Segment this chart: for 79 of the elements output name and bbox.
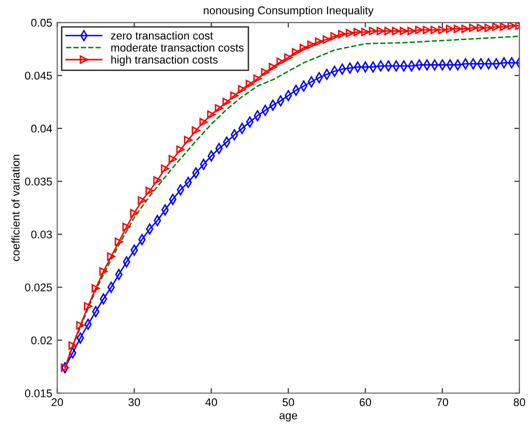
point: [122, 222, 131, 232]
point: [346, 28, 354, 38]
point: [160, 164, 170, 173]
point: [469, 24, 478, 32]
legend-label: moderate transaction costs: [111, 43, 244, 52]
point: [384, 26, 393, 36]
point: [292, 48, 300, 56]
point: [492, 22, 500, 31]
point: [330, 32, 339, 40]
y-tick-label: 0.045: [25, 72, 52, 80]
point: [461, 24, 470, 34]
point: [476, 24, 486, 32]
x-tick-label: 60: [360, 398, 372, 406]
point: [407, 26, 416, 36]
point: [130, 208, 138, 218]
point: [114, 238, 124, 246]
point: [430, 26, 439, 34]
y-tick-label: 0.05: [31, 18, 52, 27]
y-tick-label: 0.025: [25, 284, 52, 292]
point: [230, 91, 239, 100]
point: [168, 154, 177, 164]
point: [99, 267, 108, 276]
point: [276, 58, 285, 66]
point: [92, 284, 100, 292]
point: [68, 341, 77, 350]
point: [353, 28, 362, 36]
point: [446, 24, 454, 34]
chart-title: nonousing Consumption Inequality: [204, 6, 374, 16]
point: [76, 321, 85, 330]
point: [214, 104, 224, 112]
point: [415, 26, 424, 34]
point: [192, 126, 200, 135]
point: [246, 80, 254, 88]
y-tick-label: 0.035: [25, 178, 52, 186]
point: [199, 118, 208, 126]
point: [508, 22, 516, 30]
point: [314, 37, 324, 46]
point: [261, 68, 270, 76]
point: [400, 26, 408, 36]
point: [176, 145, 185, 154]
x-tick-label: 40: [205, 398, 218, 406]
y-tick-label: 0.015: [25, 389, 52, 398]
legend-label: zero transaction cost: [111, 31, 214, 40]
point: [322, 35, 331, 44]
y-tick-label: 0.04: [31, 124, 52, 133]
point: [500, 22, 508, 31]
point: [338, 30, 346, 38]
point: [106, 252, 116, 261]
point: [146, 186, 154, 196]
x-axis-title: age: [280, 413, 298, 422]
point: [368, 26, 378, 36]
point: [307, 40, 316, 49]
point: [422, 26, 432, 34]
x-tick-label: 80: [514, 398, 526, 406]
y-axis-title: coefficient of variation: [11, 154, 20, 261]
point: [284, 53, 292, 62]
point: [454, 24, 462, 34]
point: [361, 28, 370, 36]
y-tick-label: 0.03: [31, 230, 52, 238]
x-tick-label: 50: [282, 398, 294, 406]
point: [484, 24, 493, 32]
point: [153, 176, 162, 184]
x-tick-label: 70: [436, 398, 448, 406]
x-tick-label: 30: [128, 398, 140, 406]
point: [392, 26, 400, 36]
point: [268, 62, 278, 72]
point: [438, 26, 447, 34]
point: [138, 196, 146, 205]
point: [207, 110, 216, 119]
y-tick-label: 0.02: [31, 336, 52, 344]
point: [84, 302, 92, 310]
point: [300, 44, 308, 52]
point: [376, 26, 385, 36]
point: [253, 74, 262, 83]
point: [222, 98, 231, 106]
x-tick-label: 20: [52, 398, 63, 406]
point: [184, 136, 192, 144]
point: [238, 85, 246, 94]
legend-label: high transaction costs: [111, 55, 218, 66]
